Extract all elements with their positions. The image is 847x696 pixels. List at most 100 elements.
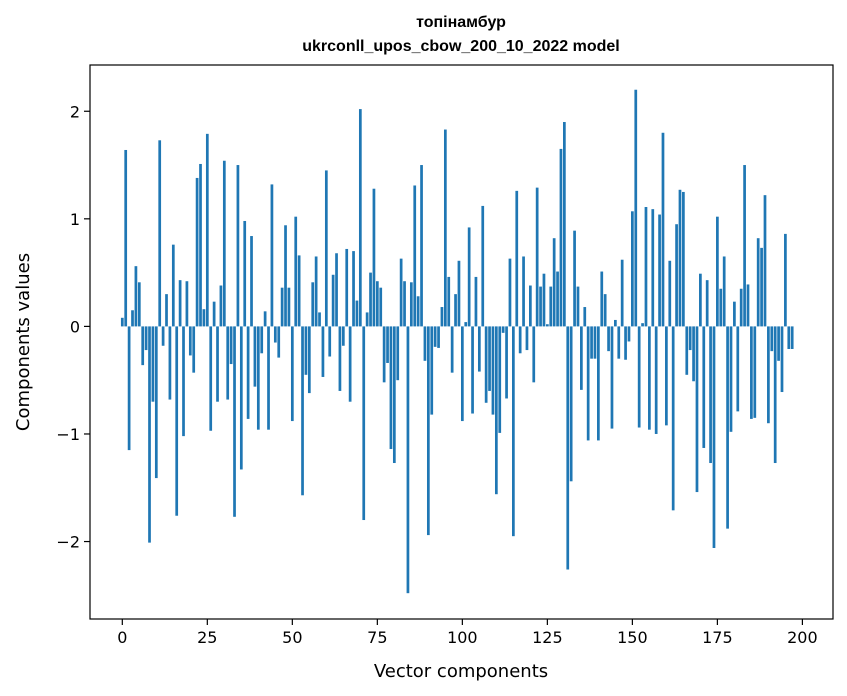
bar-142 — [603, 294, 607, 327]
bar-195 — [784, 233, 787, 327]
bar-124 — [542, 273, 546, 327]
bar-188 — [760, 247, 763, 327]
bar-50 — [290, 326, 294, 422]
bar-34 — [236, 165, 240, 327]
bar-92 — [433, 326, 437, 347]
bar-165 — [682, 191, 685, 327]
bar-116 — [515, 190, 519, 327]
bar-109 — [491, 326, 495, 415]
bar-128 — [556, 271, 559, 327]
bar-111 — [498, 326, 502, 433]
bar-26 — [209, 326, 213, 431]
bar-36 — [243, 220, 247, 327]
bar-164 — [678, 189, 682, 327]
bar-42 — [263, 311, 267, 327]
bar-130 — [563, 122, 566, 327]
bar-122 — [535, 187, 539, 327]
x-tick-label-50: 50 — [282, 628, 302, 647]
bar-81 — [396, 326, 400, 381]
bar-143 — [607, 326, 610, 352]
bar-90 — [426, 326, 430, 536]
bar-102 — [467, 227, 471, 327]
bar-59 — [321, 326, 325, 377]
bar-135 — [580, 326, 583, 390]
bar-76 — [379, 287, 383, 327]
x-ticks: 0 25 50 75 100 125 150 175 200 — [117, 619, 818, 647]
bar-74 — [372, 188, 376, 327]
bar-60 — [324, 170, 328, 327]
bar-85 — [409, 282, 413, 327]
bar-33 — [233, 326, 236, 517]
x-axis-label: Vector components — [374, 661, 548, 682]
bar-9 — [151, 326, 155, 402]
bar-120 — [529, 285, 532, 327]
bar-96 — [447, 276, 451, 327]
bar-58 — [318, 312, 321, 327]
bar-56 — [311, 282, 315, 327]
bar-14 — [168, 326, 172, 400]
bar-170 — [699, 273, 702, 327]
bar-153 — [641, 323, 644, 327]
bar-94 — [440, 307, 444, 327]
bar-55 — [307, 326, 311, 394]
bar-172 — [705, 280, 709, 327]
bar-11 — [158, 140, 162, 327]
x-tick-label-200: 200 — [787, 628, 818, 647]
bar-4 — [134, 266, 138, 327]
bar-107 — [484, 326, 488, 403]
bar-47 — [280, 287, 284, 327]
bar-133 — [573, 230, 576, 327]
bar-17 — [178, 280, 182, 327]
bar-68 — [352, 251, 355, 327]
bar-131 — [566, 326, 570, 570]
bar-168 — [692, 326, 695, 382]
x-tick-label-100: 100 — [447, 628, 478, 647]
bar-83 — [403, 281, 406, 327]
bar-194 — [780, 326, 784, 393]
bar-104 — [474, 276, 478, 327]
bar-157 — [654, 326, 658, 434]
bar-44 — [270, 184, 274, 327]
bar-105 — [477, 326, 481, 372]
bar-78 — [386, 326, 389, 363]
bar-30 — [222, 160, 226, 327]
bar-132 — [569, 326, 573, 482]
bar-45 — [273, 326, 277, 343]
bar-106 — [481, 205, 485, 327]
bar-154 — [644, 207, 648, 327]
bar-117 — [518, 326, 522, 354]
bar-134 — [576, 286, 580, 327]
bar-159 — [661, 132, 665, 327]
bar-95 — [443, 129, 447, 327]
bar-171 — [702, 326, 706, 448]
bar-140 — [597, 326, 600, 441]
bar-181 — [736, 326, 740, 412]
bar-192 — [773, 326, 777, 464]
bar-126 — [549, 286, 553, 327]
bar-38 — [250, 236, 253, 327]
bar-183 — [743, 165, 746, 327]
bar-62 — [331, 274, 335, 327]
bar-1 — [124, 149, 128, 327]
bar-141 — [600, 271, 604, 327]
bar-150 — [631, 211, 634, 327]
bar-48 — [284, 225, 287, 327]
bar-75 — [375, 281, 379, 327]
bar-2 — [127, 326, 131, 451]
bar-89 — [423, 326, 427, 361]
bar-178 — [726, 326, 729, 529]
bar-65 — [341, 326, 345, 346]
bars-group — [120, 89, 794, 594]
bar-79 — [389, 326, 393, 450]
bar-28 — [216, 326, 219, 402]
bar-27 — [212, 301, 216, 327]
bar-86 — [413, 185, 417, 327]
bar-101 — [464, 322, 468, 327]
bar-103 — [471, 326, 474, 414]
bar-184 — [746, 284, 750, 327]
bar-169 — [695, 326, 699, 493]
bar-149 — [627, 326, 631, 342]
bar-197 — [790, 326, 794, 349]
bar-29 — [219, 285, 223, 327]
chart-subtitle: ukrconll_upos_cbow_200_10_2022 model — [302, 38, 619, 55]
